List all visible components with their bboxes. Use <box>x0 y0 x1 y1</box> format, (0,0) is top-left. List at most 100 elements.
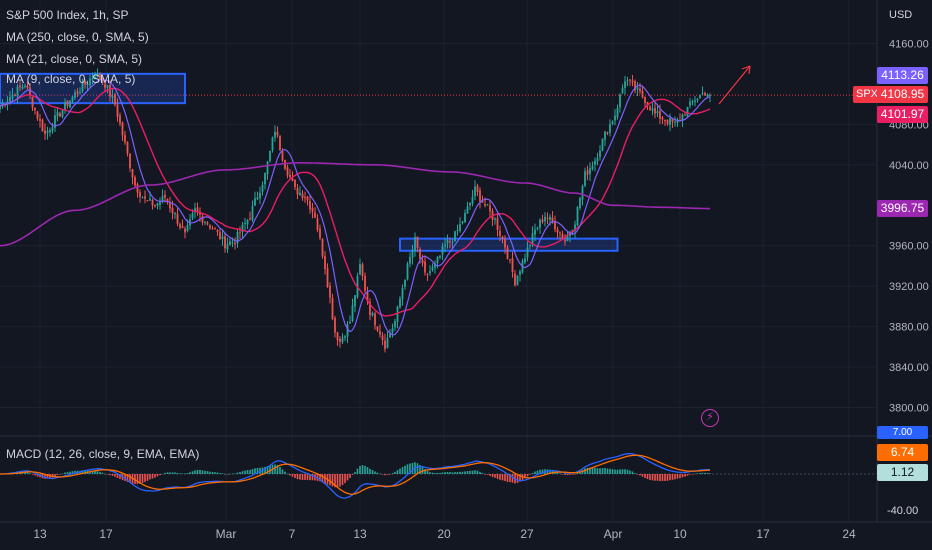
candle[interactable] <box>591 161 594 171</box>
candle[interactable] <box>394 318 396 331</box>
arrow-shaft[interactable] <box>718 65 751 105</box>
candle[interactable] <box>299 186 301 197</box>
candle[interactable] <box>274 125 276 142</box>
candle[interactable] <box>336 331 339 346</box>
candle[interactable] <box>589 162 591 181</box>
candle[interactable] <box>181 219 184 229</box>
candle[interactable] <box>584 167 586 188</box>
candle[interactable] <box>671 118 674 128</box>
candle[interactable] <box>11 88 14 101</box>
candle[interactable] <box>126 141 129 157</box>
candle[interactable] <box>604 130 606 146</box>
candle[interactable] <box>611 120 614 126</box>
candle[interactable] <box>259 186 261 205</box>
candle[interactable] <box>606 131 609 136</box>
candle[interactable] <box>159 197 161 210</box>
candle[interactable] <box>144 190 146 204</box>
candle[interactable] <box>89 74 91 89</box>
candle[interactable] <box>686 106 689 117</box>
candle[interactable] <box>121 121 124 142</box>
candle[interactable] <box>371 311 374 317</box>
candle[interactable] <box>576 206 579 227</box>
candle[interactable] <box>514 270 516 287</box>
candle[interactable] <box>501 235 504 244</box>
candle[interactable] <box>359 258 361 276</box>
candle[interactable] <box>141 196 144 199</box>
candle[interactable] <box>216 229 219 236</box>
candle[interactable] <box>566 231 569 242</box>
candle[interactable] <box>494 216 496 225</box>
candle[interactable] <box>454 230 456 242</box>
candle[interactable] <box>211 225 214 230</box>
candle[interactable] <box>361 262 364 281</box>
candle[interactable] <box>496 211 499 237</box>
candle[interactable] <box>431 263 434 272</box>
candle[interactable] <box>226 237 229 254</box>
candle[interactable] <box>694 96 696 107</box>
candle[interactable] <box>629 79 631 86</box>
candle[interactable] <box>131 168 134 185</box>
candle[interactable] <box>244 218 246 231</box>
candle[interactable] <box>621 84 624 94</box>
candle[interactable] <box>16 84 19 104</box>
candle[interactable] <box>289 168 291 179</box>
candle[interactable] <box>461 220 464 225</box>
candle[interactable] <box>229 237 231 246</box>
candle[interactable] <box>104 80 106 91</box>
candle[interactable] <box>674 116 676 127</box>
candle[interactable] <box>41 118 44 132</box>
candle[interactable] <box>311 203 314 219</box>
candle[interactable] <box>704 91 706 96</box>
candle[interactable] <box>249 211 251 221</box>
candle[interactable] <box>74 89 76 101</box>
candle[interactable] <box>471 190 474 207</box>
candle[interactable] <box>119 112 121 127</box>
candle[interactable] <box>296 184 299 200</box>
candle[interactable] <box>689 97 691 109</box>
candle[interactable] <box>256 191 259 201</box>
candle[interactable] <box>401 284 404 306</box>
candle[interactable] <box>614 109 616 126</box>
candle[interactable] <box>536 226 539 231</box>
candle[interactable] <box>154 204 156 208</box>
candle[interactable] <box>414 232 416 257</box>
candle[interactable] <box>264 172 266 190</box>
candle[interactable] <box>449 237 451 249</box>
candle[interactable] <box>139 189 141 203</box>
candle[interactable] <box>91 72 94 85</box>
candle[interactable] <box>81 78 84 94</box>
candle[interactable] <box>206 221 209 226</box>
candle[interactable] <box>324 251 326 275</box>
candle[interactable] <box>559 231 561 240</box>
candle[interactable] <box>331 293 334 321</box>
candle[interactable] <box>411 244 414 265</box>
candle[interactable] <box>386 331 389 349</box>
candle[interactable] <box>156 202 159 210</box>
candle[interactable] <box>451 238 454 250</box>
candle[interactable] <box>196 202 199 216</box>
candle[interactable] <box>176 208 179 227</box>
candle[interactable] <box>234 237 236 250</box>
candle[interactable] <box>21 83 24 90</box>
candle[interactable] <box>151 198 154 210</box>
candle[interactable] <box>499 225 501 242</box>
candle[interactable] <box>321 238 324 259</box>
macd-legend[interactable]: MACD (12, 26, close, 9, EMA, EMA) <box>6 447 200 461</box>
candle[interactable] <box>354 295 356 313</box>
candle[interactable] <box>416 236 419 253</box>
candle[interactable] <box>489 200 491 217</box>
candle[interactable] <box>201 212 204 226</box>
candle[interactable] <box>369 298 371 321</box>
lightning-bolt-icon[interactable]: ⚡ <box>701 409 719 427</box>
candle[interactable] <box>654 102 656 119</box>
candle[interactable] <box>526 241 529 262</box>
candle[interactable] <box>339 336 341 348</box>
candle[interactable] <box>404 279 406 290</box>
candle[interactable] <box>696 98 699 103</box>
candle[interactable] <box>86 80 89 91</box>
candle[interactable] <box>29 83 31 100</box>
candle[interactable] <box>511 251 514 278</box>
candle[interactable] <box>309 194 311 214</box>
candle[interactable] <box>649 105 651 111</box>
candle[interactable] <box>544 212 546 227</box>
